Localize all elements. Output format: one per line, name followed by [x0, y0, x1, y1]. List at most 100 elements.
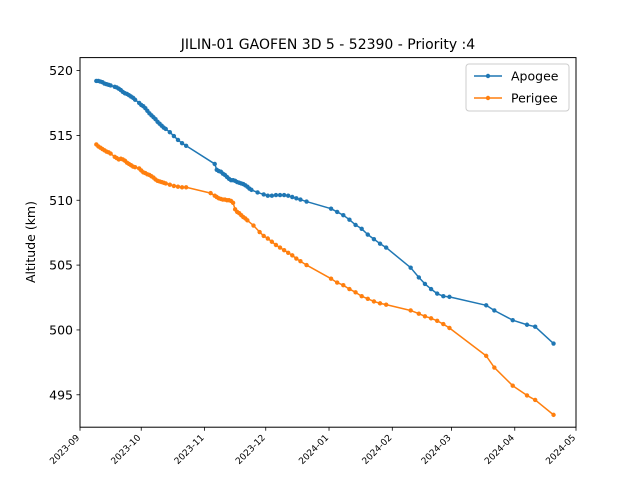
- apogee-data-point: [365, 232, 370, 237]
- x-tick-label: 2024-05: [544, 433, 578, 467]
- apogee-data-point: [353, 222, 358, 228]
- perigee-data-point: [208, 190, 213, 196]
- legend-apogee-label: Apogee: [511, 69, 559, 84]
- perigee-data-point: [334, 280, 340, 285]
- y-tick-label: 520: [49, 63, 73, 78]
- perigee-data-point: [524, 393, 530, 398]
- apogee-data-point: [255, 190, 260, 195]
- apogee-data-point: [277, 192, 283, 198]
- perigee-data-point: [175, 184, 181, 189]
- apogee-data-point: [422, 281, 428, 287]
- perigee-data-point: [383, 302, 389, 307]
- y-axis: 495 500 505 510 515 520: [49, 63, 80, 402]
- perigee-data-point: [422, 314, 428, 319]
- x-axis: 2023-09 2023-10 2023-11 2023-12 2024-01 2024-…: [48, 427, 578, 467]
- perigee-data-point: [304, 262, 309, 268]
- apogee-data-point: [441, 294, 446, 299]
- apogee-data-point: [212, 161, 217, 167]
- perigee-data-point: [167, 182, 173, 187]
- perigee-data-point: [108, 151, 113, 156]
- apogee-data-point: [281, 192, 287, 198]
- apogee-data-point: [532, 324, 538, 329]
- apogee-data-point: [428, 286, 434, 292]
- apogee-data-point: [341, 212, 346, 218]
- apogee-data-point: [383, 245, 389, 250]
- apogee-data-point: [359, 226, 364, 231]
- y-tick-label: 505: [49, 258, 73, 273]
- perigee-data-point: [377, 301, 383, 306]
- perigee-data-point: [251, 223, 256, 228]
- apogee-data-point: [416, 275, 422, 280]
- apogee-data-point: [171, 133, 177, 139]
- plot-area-frame: [79, 57, 577, 428]
- x-tick-label: 2023-10: [110, 433, 144, 467]
- perigee-data-point: [510, 383, 515, 388]
- legend-perigee-label: Perigee: [511, 91, 558, 106]
- perigee-data-point: [408, 308, 413, 313]
- x-tick-label: 2024-02: [361, 433, 395, 467]
- perigee-data-point: [483, 353, 489, 359]
- apogee-data-point: [265, 193, 270, 198]
- apogee-data-point: [447, 294, 452, 300]
- y-tick-label: 500: [49, 322, 73, 337]
- perigee-data-point: [341, 283, 346, 288]
- perigee-data-point: [371, 299, 377, 304]
- apogee-data-point: [183, 143, 189, 148]
- apogee-data-point: [371, 236, 377, 242]
- apogee-data-point: [435, 291, 440, 296]
- apogee-data-point: [304, 199, 309, 204]
- apogee-data-point: [179, 140, 185, 146]
- perigee-data-point: [294, 256, 299, 261]
- perigee-data-point: [286, 250, 291, 255]
- y-tick-label: 495: [49, 387, 73, 402]
- apogee-data-point: [108, 83, 113, 88]
- perigee-data-point: [359, 294, 364, 299]
- perigee-data-point: [261, 233, 266, 239]
- perigee-data-point: [328, 276, 334, 281]
- perigee-data-point: [230, 200, 236, 206]
- y-tick-label: 510: [49, 193, 73, 208]
- apogee-data-point: [377, 241, 383, 246]
- perigee-data-point: [132, 164, 138, 170]
- x-tick-label: 2024-04: [483, 433, 517, 467]
- perigee-data-point: [265, 236, 270, 241]
- apogee-data-point: [347, 217, 352, 222]
- apogee-data-point: [492, 308, 497, 313]
- perigee-data-point: [269, 239, 275, 244]
- apogee-data-point: [286, 193, 291, 198]
- apogee-data-point: [298, 197, 303, 202]
- perigee-data-point: [435, 318, 440, 324]
- apogee-data-point: [483, 303, 489, 308]
- apogee-data-point: [249, 187, 254, 193]
- apogee-data-point: [175, 137, 181, 143]
- perigee-data-point: [281, 247, 287, 253]
- chart-title: JILIN-01 GAOFEN 3D 5 - 52390 - Priority …: [180, 37, 475, 53]
- perigee-data-point: [492, 365, 497, 370]
- perigee-data-point: [171, 183, 177, 189]
- perigee-data-point: [365, 296, 370, 302]
- apogee-data-point: [294, 196, 299, 201]
- perigee-data-point: [428, 316, 434, 321]
- y-axis-label: Altitude (km): [23, 201, 38, 283]
- apogee-data-point: [261, 192, 266, 197]
- series-layer: [94, 78, 556, 418]
- perigee-data-point: [353, 290, 358, 295]
- apogee-data-point: [524, 322, 530, 327]
- apogee-data-point: [551, 341, 556, 346]
- perigee-data-point: [290, 253, 295, 258]
- apogee-data-point: [167, 129, 173, 135]
- perigee-data-point: [257, 229, 262, 235]
- apogee-data-point: [269, 193, 275, 198]
- apogee-data-point: [510, 318, 515, 323]
- perigee-data-point: [441, 321, 446, 327]
- x-tick-label: 2023-11: [173, 433, 207, 467]
- perigee-data-point: [298, 259, 303, 264]
- legend: Apogee Perigee: [465, 63, 570, 112]
- perigee-data-point: [447, 325, 452, 331]
- apogee-data-point: [290, 194, 295, 200]
- y-tick-label: 515: [49, 128, 73, 143]
- perigee-data-point: [532, 397, 538, 403]
- x-tick-label: 2024-01: [297, 433, 331, 467]
